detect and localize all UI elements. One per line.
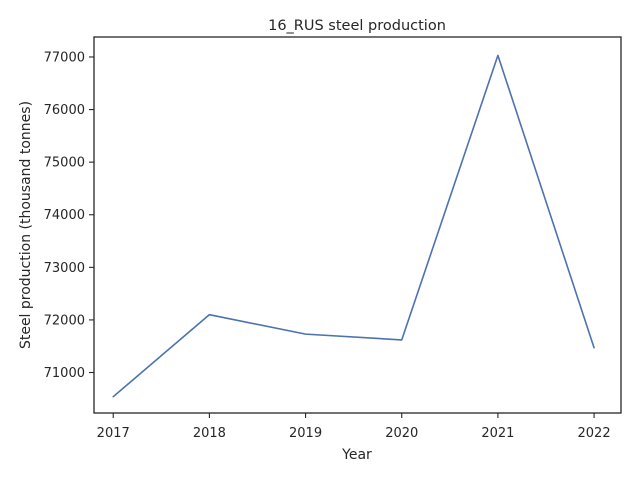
y-tick-label-71000: 71000 (44, 366, 85, 381)
series-line-0 (112, 54, 595, 398)
y-axis-label: Steel production (thousand tonnes) (18, 101, 34, 349)
x-tick-label-2020: 2020 (385, 426, 418, 441)
y-tick-label-73000: 73000 (44, 261, 85, 276)
y-tick-label-74000: 74000 (44, 208, 85, 223)
y-tick-label-76000: 76000 (44, 103, 85, 118)
x-axis: 2017 2018 2019 2020 2021 2022 (97, 413, 611, 441)
plot-area-frame (93, 36, 622, 414)
x-axis-label: Year (341, 447, 372, 463)
chart-title: 16_RUS steel production (268, 18, 446, 34)
y-tick-label-75000: 75000 (44, 156, 85, 171)
y-tick-label-77000: 77000 (44, 50, 85, 65)
x-tick-label-2022: 2022 (578, 426, 611, 441)
x-tick-label-2017: 2017 (97, 426, 130, 441)
y-axis: 71000 72000 73000 74000 75000 76000 77000 (44, 50, 94, 381)
series-layer (112, 54, 595, 398)
x-tick-label-2018: 2018 (193, 426, 226, 441)
x-tick-label-2019: 2019 (289, 426, 322, 441)
x-tick-label-2021: 2021 (481, 426, 514, 441)
y-tick-label-72000: 72000 (44, 313, 85, 328)
